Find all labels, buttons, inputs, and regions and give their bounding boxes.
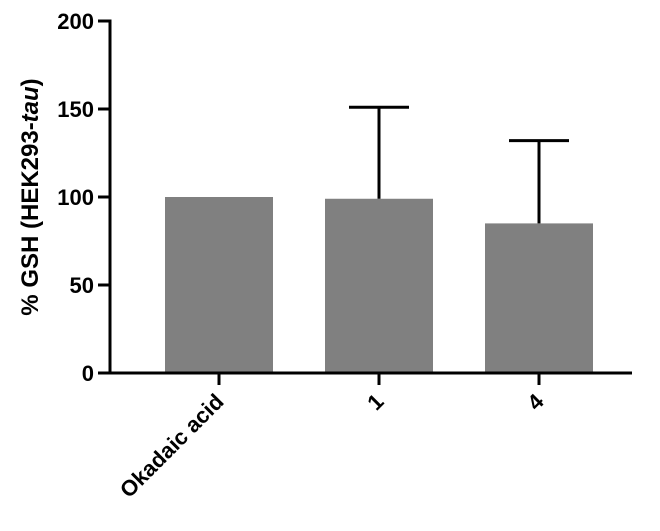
y-tick-label-0: 0 [82,361,94,386]
bar-0 [165,197,273,373]
y-tick-label-1: 50 [70,273,94,298]
y-tick-label-4: 200 [57,9,94,34]
x-tick-label-2: 4 [522,388,549,415]
bar-2 [485,223,593,373]
y-tick-label-3: 150 [57,97,94,122]
x-tick-label-1: 1 [362,389,388,415]
y-tick-label-2: 100 [57,185,94,210]
x-tick-label-0: Okadaic acid [115,389,229,503]
plot-area: 0 50 100 150 200 Okadaic acid 1 4 [57,9,632,503]
bar-1 [325,198,433,373]
y-axis-title: % GSH (HEK293-tau) [17,78,44,315]
